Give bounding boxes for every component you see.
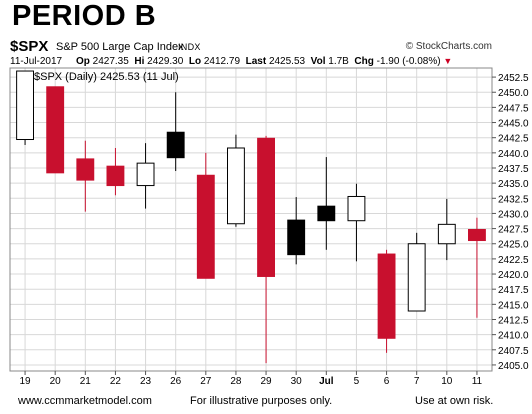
high-value: 2429.30 [147, 56, 184, 67]
candle [46, 86, 65, 174]
candles-layer [16, 70, 486, 364]
y-tick-label: 2420.0 [498, 270, 529, 281]
low-value: 2412.79 [203, 56, 241, 67]
chart-legend: $SPX (Daily) 2425.53 (11 Jul) [22, 71, 179, 83]
symbol-label: $SPX [10, 38, 49, 55]
y-tick-label: 2427.5 [498, 225, 529, 236]
candle-body [196, 174, 215, 279]
candle [16, 70, 34, 145]
x-tick-label: 7 [414, 376, 420, 387]
candle-body [166, 131, 185, 159]
candle-body [317, 205, 336, 222]
x-tick-label: 6 [384, 376, 390, 387]
candle [76, 140, 95, 212]
y-tick-label: 2405.0 [498, 361, 529, 372]
x-tick-label: 11 [472, 376, 483, 387]
volume-label: Vol [310, 56, 326, 67]
quote-date: 11-Jul-2017 [10, 56, 63, 67]
candle-body [468, 228, 486, 242]
candle-body [257, 137, 275, 277]
high-label: Hi [134, 56, 145, 67]
legend-label: $SPX (Daily) 2425.53 (11 Jul) [34, 71, 179, 83]
footer-risk-note: Use at own risk. [415, 395, 494, 407]
y-tick-label: 2445.0 [498, 119, 529, 130]
volume-value: 1.7B [328, 56, 349, 67]
y-tick-label: 2435.0 [498, 179, 529, 190]
candle-body [46, 86, 65, 174]
x-tick-label: 28 [230, 376, 242, 387]
candle-body [76, 158, 95, 181]
candle [227, 134, 245, 227]
candle-body [136, 162, 155, 187]
y-tick-label: 2432.5 [498, 194, 529, 205]
candle-body [16, 70, 34, 141]
y-tick-label: 2450.0 [498, 88, 529, 99]
change-label: Chg [354, 56, 374, 67]
candle [136, 143, 155, 209]
candle-body [347, 195, 366, 222]
y-tick-label: 2407.5 [498, 346, 529, 357]
open-label: Op [75, 56, 90, 67]
candle-body [437, 223, 456, 245]
low-label: Lo [188, 56, 202, 67]
y-tick-label: 2440.0 [498, 149, 529, 160]
candle [287, 197, 306, 265]
candle [106, 147, 125, 196]
candle-body [106, 165, 125, 187]
candle [468, 217, 486, 318]
plot-frame [9, 67, 493, 372]
x-tick-label: 26 [170, 376, 182, 387]
candle [347, 183, 366, 262]
x-tick-label: 20 [50, 376, 62, 387]
candle-body [287, 219, 306, 256]
x-tick-label: 29 [261, 376, 273, 387]
footer-website[interactable]: www.ccmmarketmodel.com [18, 395, 152, 407]
candle [317, 157, 336, 250]
x-tick-label: 21 [80, 376, 92, 387]
ohlc-summary: 11-Jul-2017 Op 2427.35 Hi 2429.30 Lo 241… [10, 56, 452, 67]
x-axis: 19 20 21 22 23 26 27 28 29 30 Jul 5 6 7 10 11 [20, 371, 483, 387]
y-tick-label: 2452.5 [498, 73, 529, 84]
y-tick-label: 2422.5 [498, 255, 529, 266]
page-title: PERIOD B [12, 0, 157, 32]
y-tick-label: 2410.0 [498, 331, 529, 342]
y-axis: 2405.0 2407.5 2410.0 2412.5 2415.0 2417.5 2420… [492, 73, 529, 372]
x-tick-label: 30 [291, 376, 303, 387]
y-tick-label: 2417.5 [498, 285, 529, 296]
candle [437, 198, 456, 261]
footer-disclaimer: For illustrative purposes only. [190, 395, 333, 407]
candle [196, 152, 215, 279]
x-tick-label: 23 [140, 376, 152, 387]
candle [257, 135, 275, 364]
y-tick-label: 2412.5 [498, 315, 529, 326]
source-credit[interactable]: © StockCharts.com [405, 41, 492, 52]
y-tick-label: 2425.0 [498, 240, 529, 251]
y-tick-label: 2442.5 [498, 134, 529, 145]
open-value: 2427.35 [92, 56, 129, 67]
index-name: S&P 500 Large Cap Index [56, 41, 184, 53]
candle-body [407, 243, 426, 312]
x-tick-label: 27 [200, 376, 212, 387]
x-tick-label: Jul [319, 376, 334, 387]
candle-body [227, 147, 245, 225]
last-label: Last [245, 56, 267, 67]
x-tick-label: 22 [110, 376, 122, 387]
change-value: -1.90 (-0.08%) [376, 56, 441, 67]
x-tick-label: 10 [441, 376, 453, 387]
candle-body [377, 253, 396, 339]
last-value: 2425.53 [268, 56, 306, 67]
x-tick-label: 5 [354, 376, 360, 387]
candle [407, 232, 426, 312]
y-tick-label: 2437.5 [498, 164, 529, 175]
y-tick-label: 2415.0 [498, 300, 529, 311]
candle [166, 92, 185, 172]
grid-layer [10, 68, 492, 371]
y-tick-label: 2447.5 [498, 103, 529, 114]
x-tick-label: 19 [20, 376, 32, 387]
exchange-label: INDX [178, 42, 201, 52]
down-arrow-icon: ▼ [443, 56, 453, 66]
candle [377, 249, 396, 353]
y-tick-label: 2430.0 [498, 209, 529, 220]
